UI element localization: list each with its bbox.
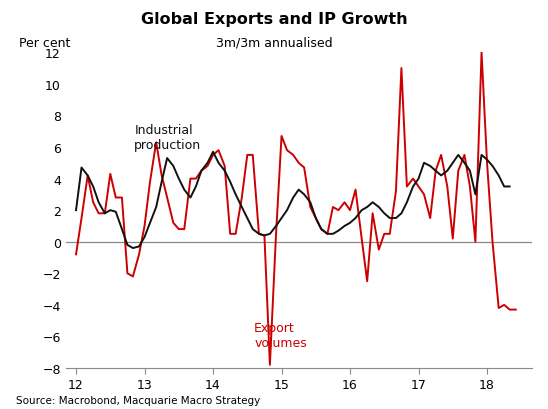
Text: Per cent: Per cent	[19, 37, 71, 50]
Text: Source: Macrobond, Macquarie Macro Strategy: Source: Macrobond, Macquarie Macro Strat…	[16, 395, 261, 405]
Text: Global Exports and IP Growth: Global Exports and IP Growth	[141, 12, 407, 27]
Text: 3m/3m annualised: 3m/3m annualised	[216, 37, 332, 50]
Text: Export
volumes: Export volumes	[254, 321, 307, 349]
Text: Industrial
production: Industrial production	[134, 124, 201, 152]
